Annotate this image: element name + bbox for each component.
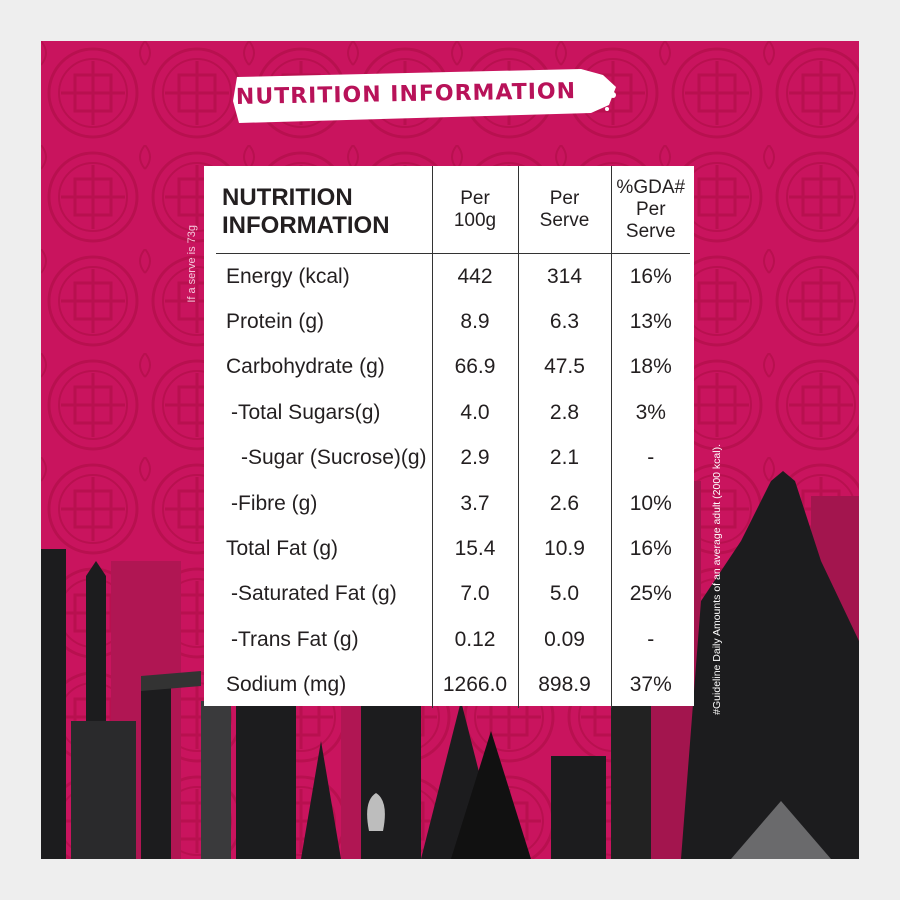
header-per-100g: Per 100g	[431, 166, 518, 254]
header-gda-line-2: Per Serve	[625, 198, 676, 242]
value-per-100g: 7.0	[431, 571, 518, 618]
nutrient-label: Carbohydrate (g)	[226, 355, 385, 379]
value-gda: -	[610, 617, 690, 663]
table-row: -Saturated Fat (g) 7.0 5.0 25%	[216, 571, 690, 618]
header-per-100g-line-1: Per	[460, 187, 490, 209]
nutrient-label: Total Fat (g)	[226, 537, 339, 561]
value-per-100g: 442	[431, 253, 518, 300]
value-per-serve: 2.8	[517, 390, 611, 436]
header-gda-line-1: %GDA#	[616, 176, 686, 198]
value-gda: 10%	[610, 480, 690, 527]
nutrition-table-card: NUTRITION INFORMATION Per 100g Per Serve…	[204, 166, 694, 708]
value-gda: 37%	[610, 662, 690, 708]
header-gda: %GDA# Per Serve	[610, 166, 690, 254]
value-per-100g: 8.9	[431, 299, 518, 345]
gda-footnote-text: #Guideline Daily Amounts of an average a…	[711, 444, 723, 715]
serve-size-note-text: If a serve is 73g	[186, 225, 198, 303]
value-per-serve: 47.5	[517, 344, 611, 391]
banner-title: NUTRITION INFORMATION	[235, 78, 577, 110]
gda-footnote: #Guideline Daily Amounts of an average a…	[709, 444, 725, 744]
serve-size-note: If a serve is 73g	[184, 225, 200, 337]
value-gda: 3%	[610, 390, 690, 436]
value-per-serve: 6.3	[517, 299, 611, 345]
value-per-serve: 2.1	[517, 435, 611, 481]
table-row: -Total Sugars(g) 4.0 2.8 3%	[216, 390, 690, 436]
nutrient-label: Protein (g)	[226, 310, 325, 334]
value-gda: 18%	[610, 344, 690, 391]
nutrient-label: Energy (kcal)	[226, 264, 350, 288]
value-gda: 16%	[610, 526, 690, 572]
table-row: Carbohydrate (g) 66.9 47.5 18%	[216, 344, 690, 391]
table-row: Total Fat (g) 15.4 10.9 16%	[216, 526, 690, 572]
value-per-serve: 898.9	[517, 662, 611, 708]
table-row: -Fibre (g) 3.7 2.6 10%	[216, 480, 690, 527]
value-per-100g: 3.7	[431, 480, 518, 527]
packaging-panel: NUTRITION INFORMATION If a serve is 73g …	[41, 41, 859, 859]
value-per-100g: 0.12	[431, 617, 518, 663]
value-per-serve: 5.0	[517, 571, 611, 618]
header-name-line-2: INFORMATION	[222, 211, 390, 239]
value-per-100g: 2.9	[431, 435, 518, 481]
value-gda: 25%	[610, 571, 690, 618]
value-per-100g: 66.9	[431, 344, 518, 391]
nutrient-label: -Saturated Fat (g)	[231, 582, 397, 606]
header-nutrition-information: NUTRITION INFORMATION	[216, 166, 432, 254]
nutrient-label: -Total Sugars(g)	[231, 400, 381, 424]
value-per-serve: 0.09	[517, 617, 611, 663]
nutrient-label: -Fibre (g)	[231, 491, 318, 515]
value-per-100g: 1266.0	[431, 662, 518, 708]
value-per-100g: 4.0	[431, 390, 518, 436]
value-per-serve: 314	[517, 253, 611, 300]
table-row: Protein (g) 8.9 6.3 13%	[216, 299, 690, 345]
nutrition-table: NUTRITION INFORMATION Per 100g Per Serve…	[216, 166, 690, 708]
table-row: -Sugar (Sucrose)(g) 2.9 2.1-	[216, 435, 690, 481]
header-per-serve-line-2: Serve	[539, 209, 590, 231]
value-per-serve: 2.6	[517, 480, 611, 527]
value-gda: 16%	[610, 253, 690, 300]
header-per-100g-line-2: 100g	[453, 209, 497, 231]
nutrient-label: -Trans Fat (g)	[231, 627, 359, 651]
value-gda: -	[610, 435, 690, 481]
table-row: Energy (kcal) 442 314 16%	[216, 253, 690, 300]
header-per-serve-line-1: Per	[549, 187, 580, 209]
value-gda: 13%	[610, 299, 690, 345]
table-row: -Trans Fat (g) 0.12 0.09-	[216, 617, 690, 663]
nutrient-label: -Sugar (Sucrose)(g)	[241, 446, 427, 470]
table-row: Sodium (mg) 1266.0 898.9 37%	[216, 662, 690, 708]
city-skyline-illustration	[41, 471, 859, 859]
header-name-line-1: NUTRITION	[222, 183, 353, 211]
brush-stroke-shape	[233, 69, 616, 123]
nutrient-label: Sodium (mg)	[226, 673, 347, 697]
value-per-serve: 10.9	[517, 526, 611, 572]
table-header-row: NUTRITION INFORMATION Per 100g Per Serve…	[216, 166, 690, 254]
value-per-100g: 15.4	[431, 526, 518, 572]
header-per-serve: Per Serve	[517, 166, 611, 254]
title-banner: NUTRITION INFORMATION	[231, 65, 621, 123]
